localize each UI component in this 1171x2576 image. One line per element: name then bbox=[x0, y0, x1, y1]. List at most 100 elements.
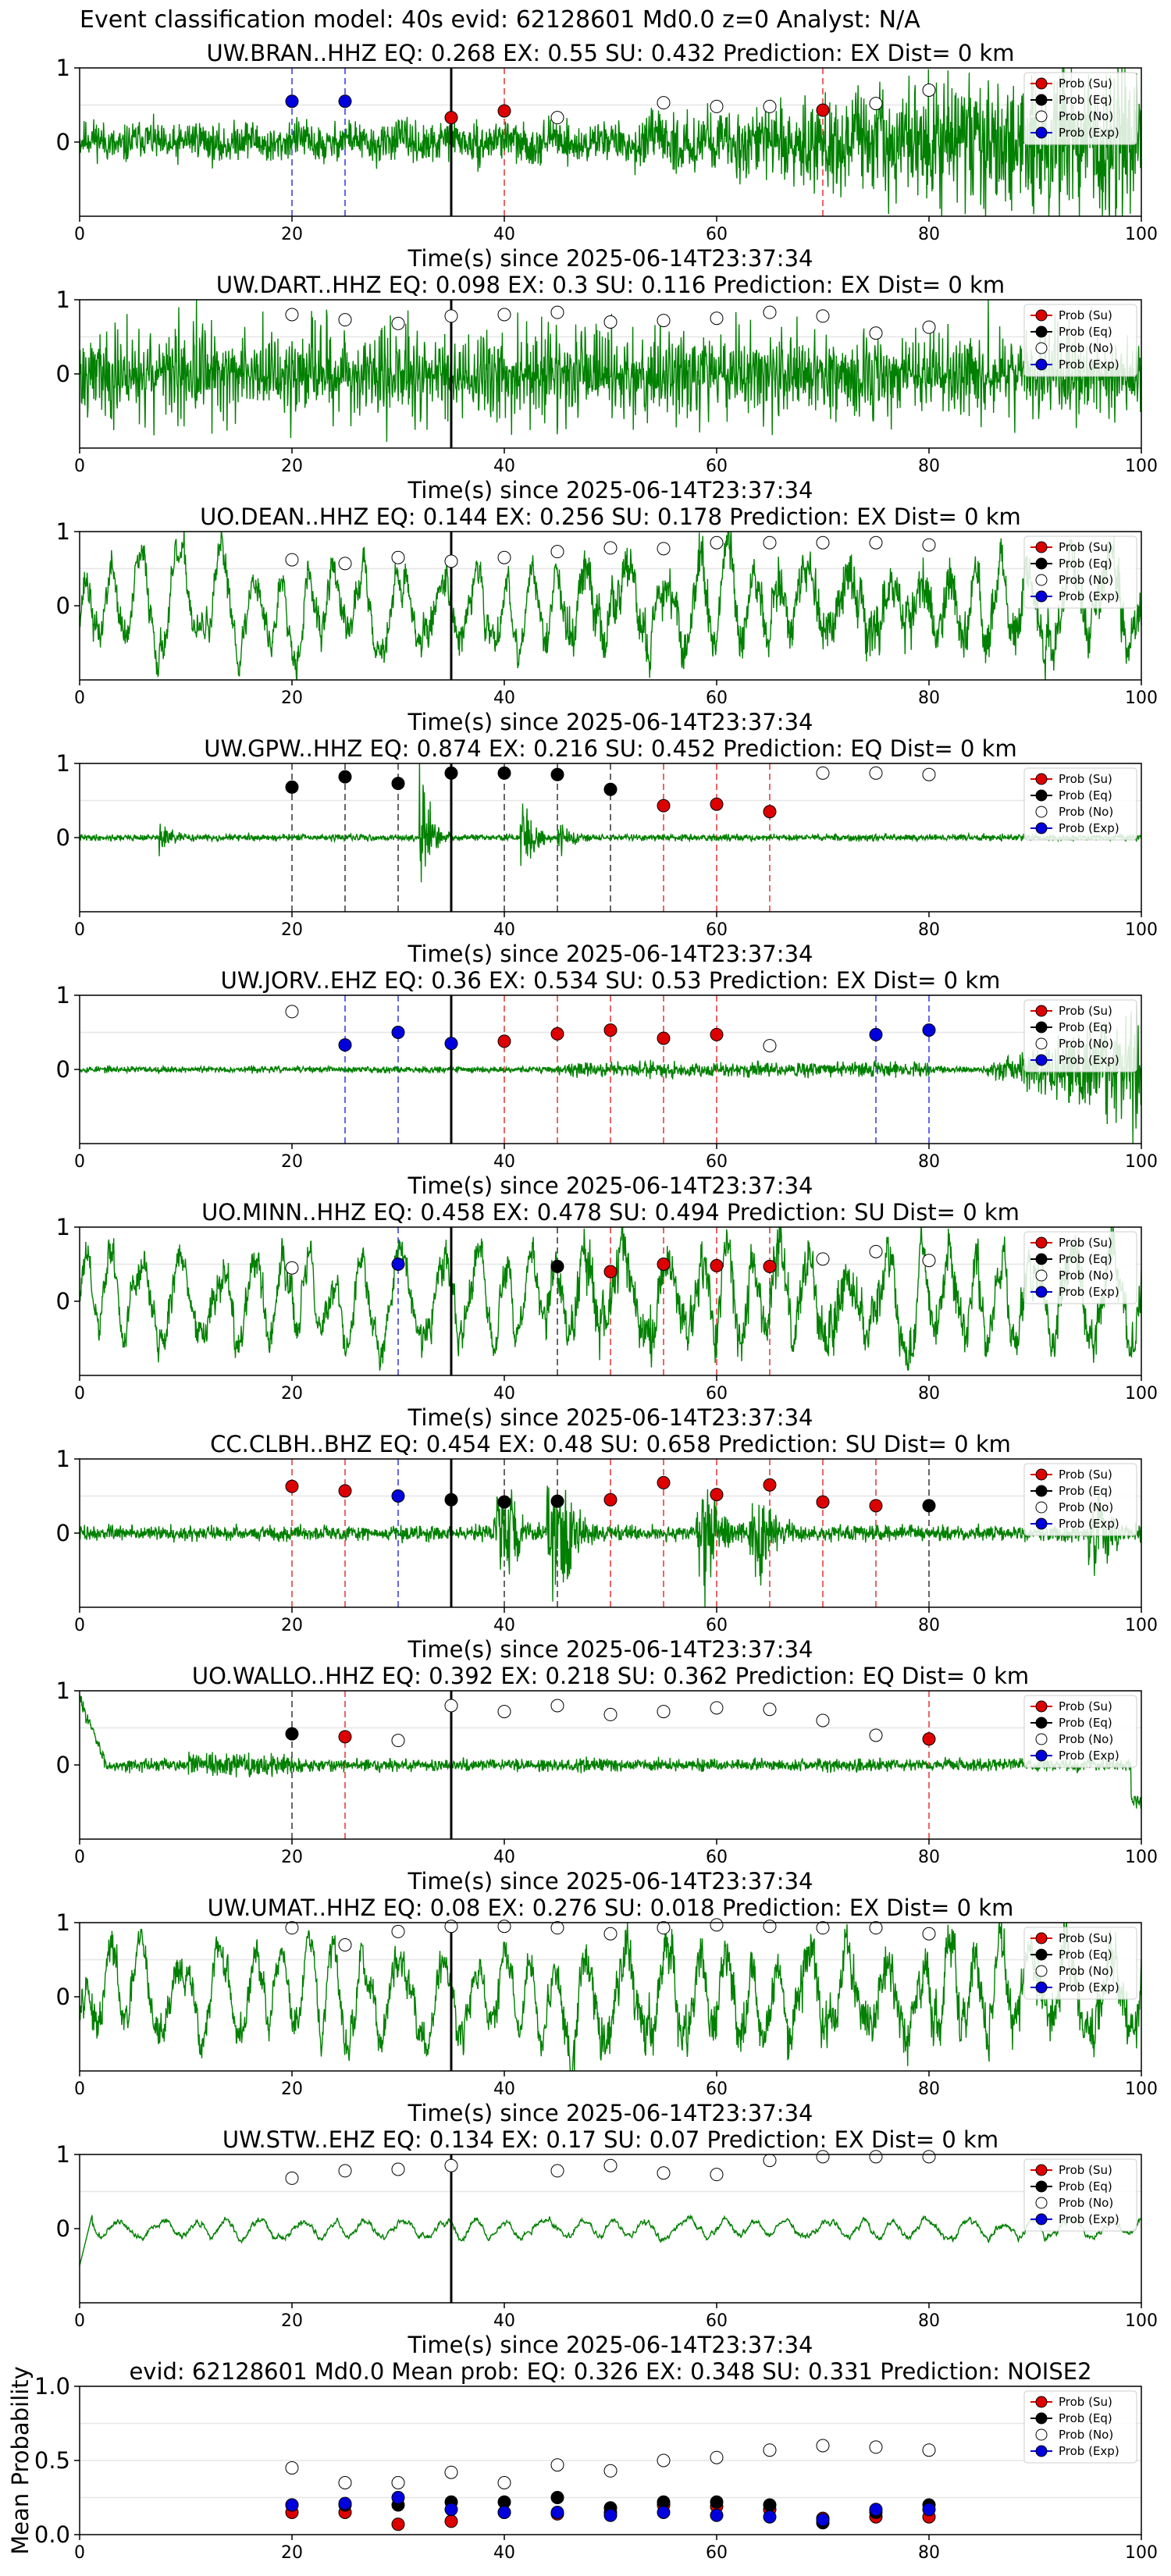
axes-frame bbox=[79, 2154, 1142, 2304]
x-axis-label: Time(s) since 2025-06-14T23:37:34 bbox=[408, 2332, 813, 2358]
waveform-trace bbox=[80, 1005, 1141, 1144]
prob-point-no bbox=[285, 308, 299, 322]
x-tick-label: 60 bbox=[706, 1848, 728, 1867]
x-tick-label: 40 bbox=[493, 2080, 515, 2099]
legend-marker-eq bbox=[1035, 1021, 1048, 1034]
prob-point-su bbox=[497, 1034, 511, 1048]
prob-point-no bbox=[763, 305, 777, 319]
prob-point-su bbox=[285, 1479, 299, 1493]
legend-marker-no bbox=[1035, 1037, 1048, 1050]
prob-point-su bbox=[816, 103, 830, 117]
legend-marker-su bbox=[1035, 2396, 1048, 2408]
prob-point-exp bbox=[922, 1023, 936, 1037]
waveform-trace bbox=[80, 1485, 1141, 1607]
x-tick-label: 20 bbox=[281, 920, 303, 940]
prob-point-no bbox=[550, 1699, 564, 1713]
prob-point-no bbox=[763, 2154, 777, 2168]
x-tick-label: 20 bbox=[281, 225, 303, 244]
legend-marker-su bbox=[1035, 309, 1048, 322]
legend-label-exp: Prob (Exp) bbox=[1059, 2212, 1119, 2226]
legend-marker-eq bbox=[1035, 326, 1048, 338]
x-tick-label: 80 bbox=[918, 920, 940, 940]
x-tick-label: 0 bbox=[74, 1848, 85, 1867]
legend-label-no: Prob (No) bbox=[1059, 573, 1113, 587]
prob-point-no bbox=[550, 305, 564, 319]
legend-marker-su bbox=[1035, 2164, 1048, 2176]
waveform-trace bbox=[80, 1695, 1141, 1809]
mean-prob-point-exp bbox=[869, 2503, 883, 2517]
waveform-trace bbox=[80, 300, 1141, 443]
x-tick-label: 20 bbox=[281, 457, 303, 476]
prob-point-no bbox=[285, 1921, 299, 1935]
legend-label-no: Prob (No) bbox=[1059, 2196, 1113, 2210]
prob-point-exp bbox=[338, 1038, 352, 1052]
legend-marker-eq bbox=[1035, 1948, 1048, 1961]
y-tick-label: 0 bbox=[56, 1520, 70, 1546]
prob-point-no bbox=[338, 313, 352, 327]
y-axis-label: Mean Probability bbox=[7, 2366, 34, 2555]
x-tick-label: 60 bbox=[706, 2311, 728, 2331]
subplot-title: UO.MINN..HHZ EQ: 0.458 EX: 0.478 SU: 0.4… bbox=[201, 1199, 1020, 1226]
legend-box bbox=[1023, 2390, 1137, 2464]
legend-marker-su bbox=[1035, 1700, 1048, 1713]
prob-point-eq bbox=[603, 782, 618, 796]
x-tick-label: 80 bbox=[918, 2311, 940, 2331]
prob-point-no bbox=[603, 315, 618, 329]
x-tick-label: 60 bbox=[706, 1384, 728, 1404]
prob-point-no bbox=[922, 84, 936, 97]
legend-label-eq: Prob (Eq) bbox=[1059, 93, 1112, 107]
prob-point-no bbox=[603, 2158, 618, 2172]
x-tick-label: 100 bbox=[1125, 225, 1158, 244]
prob-point-no bbox=[922, 1254, 936, 1268]
x-tick-label: 100 bbox=[1125, 1848, 1158, 1867]
x-axis-label: Time(s) since 2025-06-14T23:37:34 bbox=[408, 709, 813, 735]
legend-marker-exp bbox=[1035, 1749, 1048, 1762]
legend-label-su: Prob (Su) bbox=[1059, 772, 1112, 786]
x-tick-label: 60 bbox=[706, 688, 728, 708]
prob-point-su bbox=[444, 111, 458, 125]
x-tick-label: 20 bbox=[281, 2311, 303, 2331]
legend-marker-exp bbox=[1035, 822, 1048, 834]
figure-suptitle: Event classification model: 40s evid: 62… bbox=[80, 6, 920, 34]
x-tick-label: 40 bbox=[493, 2311, 515, 2331]
legend-label-eq: Prob (Eq) bbox=[1059, 2411, 1112, 2425]
legend-box bbox=[1023, 2158, 1137, 2232]
prob-point-eq bbox=[497, 766, 511, 780]
prob-point-no bbox=[869, 97, 883, 111]
prob-point-no bbox=[869, 535, 883, 550]
x-tick-label: 100 bbox=[1125, 920, 1158, 940]
prob-point-exp bbox=[869, 1027, 883, 1041]
legend-label-no: Prob (No) bbox=[1059, 1037, 1113, 1051]
prob-point-no bbox=[391, 1924, 405, 1938]
x-tick-label: 80 bbox=[918, 1384, 940, 1404]
prob-point-eq bbox=[550, 1259, 564, 1273]
legend-marker-no bbox=[1035, 806, 1048, 818]
mean-prob-point-exp bbox=[497, 2506, 511, 2519]
y-tick-label: 1 bbox=[56, 1446, 70, 1472]
x-tick-label: 80 bbox=[918, 2543, 940, 2563]
legend-label-eq: Prob (Eq) bbox=[1059, 1252, 1112, 1266]
prob-point-no bbox=[285, 1261, 299, 1275]
legend-marker-no bbox=[1035, 1269, 1048, 1282]
legend-marker-eq bbox=[1035, 94, 1048, 106]
x-tick-label: 60 bbox=[706, 920, 728, 940]
x-tick-label: 0 bbox=[74, 2080, 85, 2099]
waveform-trace bbox=[80, 68, 1141, 216]
legend-label-eq: Prob (Eq) bbox=[1059, 1716, 1112, 1730]
subplot-5: UW.JORV..EHZ EQ: 0.36 EX: 0.534 SU: 0.53… bbox=[56, 967, 1158, 1199]
prob-point-no bbox=[710, 1918, 724, 1932]
legend-label-no: Prob (No) bbox=[1059, 109, 1113, 123]
x-tick-label: 80 bbox=[918, 457, 940, 476]
prob-point-no bbox=[869, 1921, 883, 1935]
x-tick-label: 60 bbox=[706, 457, 728, 476]
prob-point-no bbox=[657, 1705, 671, 1719]
subplot-title: UW.BRAN..HHZ EQ: 0.268 EX: 0.55 SU: 0.43… bbox=[206, 40, 1014, 66]
x-tick-label: 80 bbox=[918, 225, 940, 244]
legend-marker-no bbox=[1035, 2197, 1048, 2209]
prob-point-no bbox=[710, 99, 724, 113]
prob-point-su bbox=[497, 104, 511, 118]
x-tick-label: 100 bbox=[1125, 457, 1158, 476]
prob-point-no bbox=[922, 2150, 936, 2164]
legend-label-su: Prob (Su) bbox=[1059, 308, 1112, 322]
mean-prob-point-eq bbox=[763, 2498, 777, 2512]
